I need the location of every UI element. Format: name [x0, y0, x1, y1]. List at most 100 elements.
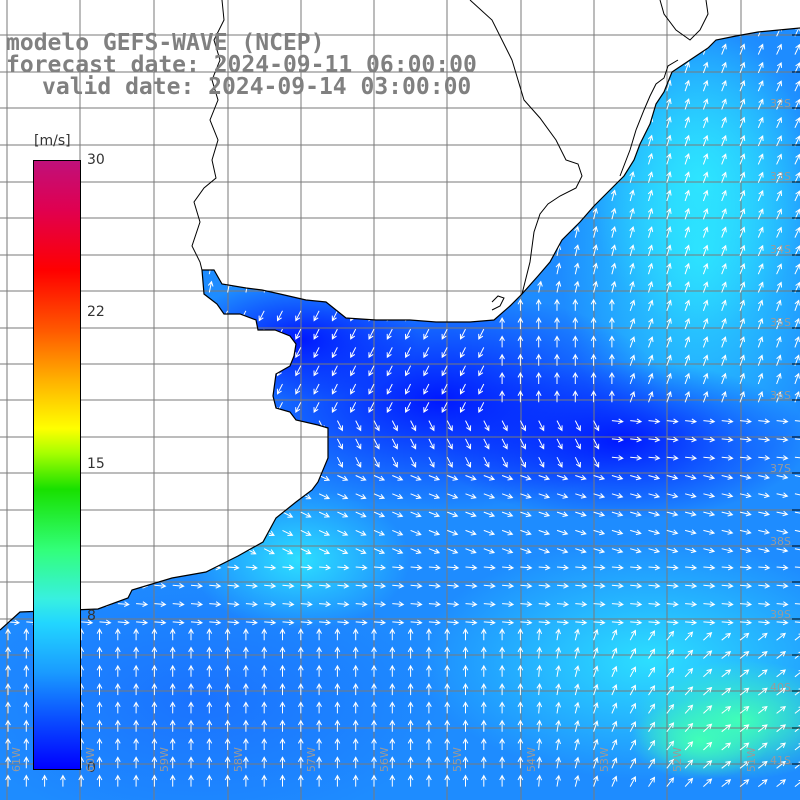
wind-arrow — [721, 116, 727, 128]
wind-arrow — [373, 456, 380, 468]
wind-arrow — [319, 601, 332, 607]
wind-arrow — [776, 226, 782, 238]
wind-arrow — [410, 548, 422, 554]
wind-arrow — [630, 582, 643, 589]
wind-arrow — [355, 511, 367, 518]
wind-arrow — [224, 664, 231, 677]
wind-arrow — [611, 684, 618, 696]
wind-arrow — [666, 207, 672, 220]
wind-arrow — [355, 548, 367, 555]
wind-arrow — [336, 456, 343, 468]
wind-arrow — [352, 628, 359, 641]
wind-arrow — [373, 548, 386, 554]
wind-arrow — [666, 511, 679, 517]
wind-arrow — [666, 418, 679, 425]
wind-arrow — [611, 601, 624, 607]
wind-arrow — [279, 701, 286, 714]
wind-arrow — [373, 529, 386, 536]
wind-arrow — [721, 564, 734, 571]
wind-arrow — [666, 116, 672, 128]
wind-arrow — [96, 683, 103, 696]
wind-arrow — [224, 756, 231, 769]
wind-arrow — [243, 628, 249, 641]
wind-arrow — [337, 619, 350, 626]
wind-arrow — [465, 548, 477, 554]
wind-arrow — [316, 719, 322, 732]
wind-arrow — [331, 347, 338, 359]
wind-arrow — [261, 646, 268, 659]
wind-arrow — [757, 299, 764, 311]
wind-arrow — [297, 737, 304, 750]
wind-arrow — [423, 347, 430, 359]
wind-arrow — [776, 135, 782, 147]
wind-arrow — [297, 683, 304, 696]
wind-arrow — [480, 756, 487, 769]
wind-arrow — [611, 455, 624, 461]
wind-arrow — [721, 354, 727, 366]
wind-arrow — [574, 701, 580, 714]
wind-arrow — [666, 685, 675, 696]
wind-arrow — [757, 135, 764, 147]
wind-arrow — [630, 619, 643, 626]
latitude-label: 36S — [770, 389, 791, 402]
wind-arrow — [133, 719, 139, 732]
wind-arrow — [703, 564, 716, 571]
lagoa-dos-patos-shore — [659, 0, 709, 41]
wind-arrow — [630, 455, 643, 461]
wind-arrow — [462, 774, 469, 787]
wind-arrow — [499, 628, 505, 641]
wind-arrow — [169, 683, 176, 696]
wind-arrow — [739, 687, 750, 696]
wind-arrow — [389, 683, 396, 696]
wind-arrow — [480, 701, 487, 714]
wind-arrow — [758, 510, 771, 517]
wind-arrow — [794, 632, 800, 641]
wind-arrow — [702, 299, 709, 311]
wind-arrow — [428, 456, 435, 468]
wind-arrow — [151, 719, 158, 732]
wind-arrow — [478, 347, 485, 359]
wind-arrow — [666, 648, 675, 659]
wind-arrow — [702, 226, 709, 238]
wind-arrow — [462, 701, 469, 714]
wind-arrow — [172, 619, 185, 626]
latitude-label: 39S — [770, 608, 791, 621]
wind-arrow — [739, 134, 746, 147]
wind-arrow — [556, 601, 570, 607]
wind-arrow — [684, 649, 694, 659]
wind-arrow — [428, 475, 441, 481]
wind-arrow — [629, 262, 635, 275]
wind-arrow — [331, 328, 338, 340]
wind-arrow — [499, 390, 505, 403]
wind-arrow — [776, 724, 787, 733]
wind-arrow — [5, 701, 11, 714]
wind-arrow — [336, 438, 343, 450]
wind-arrow — [313, 383, 320, 395]
wind-arrow — [611, 474, 624, 481]
wind-arrow — [350, 365, 357, 377]
wind-arrow — [483, 601, 496, 607]
wind-arrow — [648, 455, 661, 461]
wind-arrow — [776, 547, 789, 553]
wind-arrow — [721, 779, 732, 787]
colorbar-tick-30: 30 — [87, 152, 105, 168]
longitude-label: 52W — [671, 747, 684, 772]
wind-arrow — [574, 225, 580, 238]
wind-arrow — [282, 619, 295, 626]
wind-arrow — [350, 402, 357, 414]
wind-arrow — [331, 365, 338, 377]
wind-arrow — [592, 244, 598, 257]
wind-arrow — [441, 365, 448, 377]
wind-arrow — [459, 383, 466, 395]
wind-arrow — [757, 651, 768, 659]
wind-arrow — [352, 646, 359, 659]
wind-arrow — [666, 529, 679, 535]
wind-arrow — [300, 564, 313, 571]
wind-arrow — [648, 529, 661, 535]
wind-arrow — [739, 669, 750, 678]
wind-arrow — [757, 263, 764, 275]
wind-arrow — [407, 719, 414, 732]
wind-arrow — [611, 582, 624, 589]
longitude-label: 60W — [84, 747, 97, 772]
wind-arrow — [609, 371, 615, 384]
